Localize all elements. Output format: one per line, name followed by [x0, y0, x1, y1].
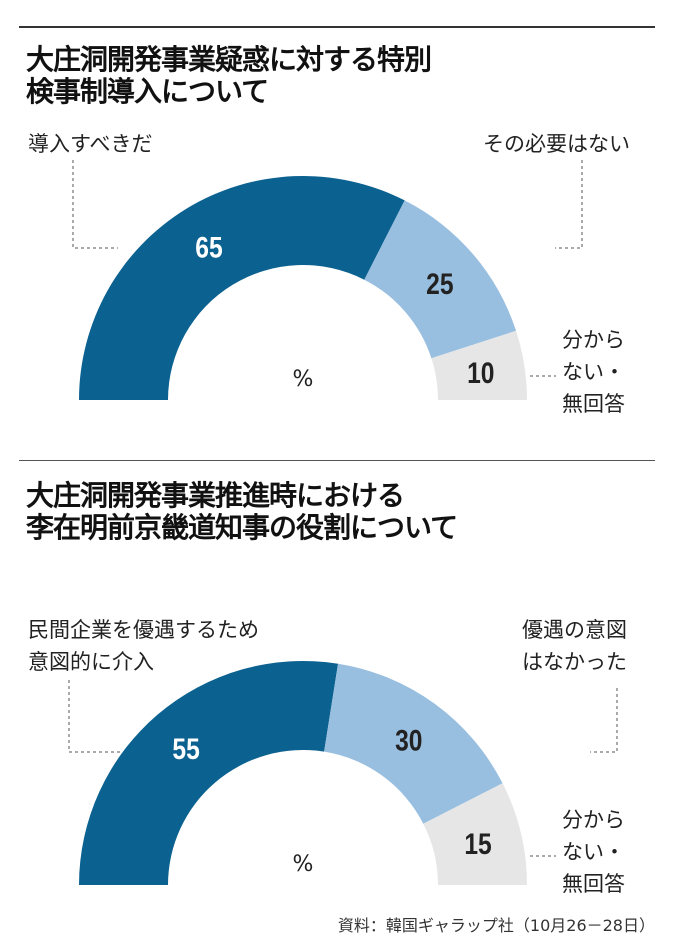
chart2-label-2: 分から ない・ 無回答: [562, 804, 625, 900]
chart1-label-2-line2: ない・: [562, 360, 625, 384]
source-note: 資料：韓国ギャラップ社（10月26－28日）: [337, 916, 655, 935]
chart2-segment-2: [423, 783, 527, 885]
chart1-label-0: 導入すべきだ: [28, 132, 153, 156]
chart1-segment-2: [431, 330, 527, 400]
chart2-unit-label: %: [293, 852, 314, 877]
chart2-label-1: 優遇の意図 はなかった: [522, 614, 627, 678]
chart1-leader-line-1: [555, 160, 583, 249]
chart1-title-line2: 検事制導入について: [26, 75, 269, 108]
chart2-label-1-line1: 優遇の意図: [522, 618, 627, 642]
chart2-title-line2: 李在明前京畿道知事の役割について: [26, 511, 458, 544]
chart2-label-1-line2: はなかった: [522, 650, 627, 674]
chart1-value-label-2: 10: [467, 356, 494, 390]
chart1-title: 大庄洞開発事業疑惑に対する特別 検事制導入について: [26, 43, 432, 108]
chart2-segment-0: [79, 661, 339, 885]
chart2-label-2-line2: ない・: [562, 840, 625, 864]
chart2-value-label-1: 30: [395, 723, 422, 757]
chart2-label-0: 民間企業を優遇するため 意図的に介入: [28, 614, 259, 678]
chart2-title-line1: 大庄洞開発事業推進時における: [26, 479, 405, 512]
chart2-label-0-line1: 民間企業を優遇するため: [28, 618, 259, 642]
chart2-title: 大庄洞開発事業推進時における 李在明前京畿道知事の役割について: [26, 479, 458, 544]
chart1-label-2: 分から ない・ 無回答: [562, 324, 625, 420]
chart2: 55 30 15%: [68, 661, 618, 885]
chart2-leader-line-0: [68, 680, 120, 753]
chart2-leader-line-1: [590, 688, 618, 753]
chart1: 65 25 10%: [72, 160, 583, 400]
divider-rule: [19, 460, 655, 461]
chart1-unit-label: %: [293, 367, 314, 392]
chart1-leader-line-0: [72, 160, 118, 249]
chart1-segment-0: [79, 175, 405, 400]
top-rule: [19, 26, 655, 28]
chart1-value-label-0: 65: [195, 230, 222, 264]
chart2-label-2-line3: 無回答: [562, 872, 625, 896]
chart2-value-label-0: 55: [172, 732, 199, 766]
chart1-label-2-line1: 分から: [562, 328, 625, 352]
chart2-label-0-line2: 意図的に介入: [28, 650, 154, 674]
chart2-value-label-2: 15: [464, 827, 491, 861]
chart1-segment-1: [364, 200, 517, 359]
chart1-label-2-line3: 無回答: [562, 392, 625, 416]
chart2-segment-1: [324, 663, 503, 824]
chart1-value-label-1: 25: [426, 267, 453, 301]
chart1-title-line1: 大庄洞開発事業疑惑に対する特別: [26, 43, 432, 76]
chart1-label-1: その必要はない: [483, 132, 630, 156]
chart2-label-2-line1: 分から: [562, 808, 625, 832]
